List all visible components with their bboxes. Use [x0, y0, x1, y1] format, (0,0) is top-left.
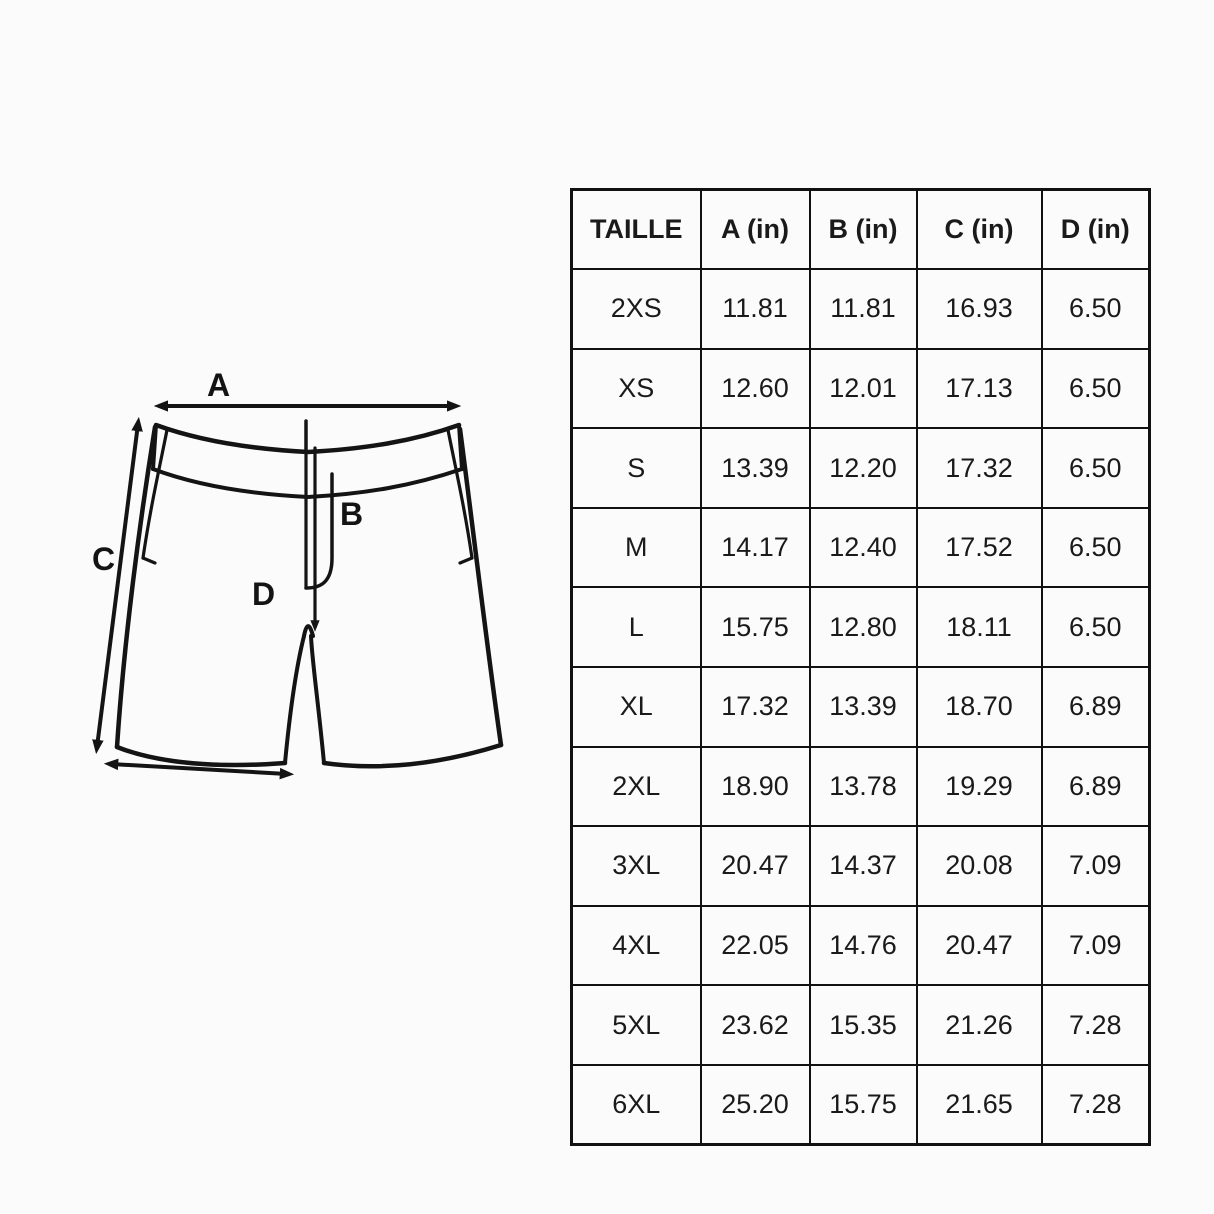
- svg-text:A: A: [207, 367, 230, 403]
- svg-text:B: B: [340, 496, 363, 532]
- svg-text:D: D: [252, 576, 275, 612]
- svg-text:C: C: [92, 541, 115, 577]
